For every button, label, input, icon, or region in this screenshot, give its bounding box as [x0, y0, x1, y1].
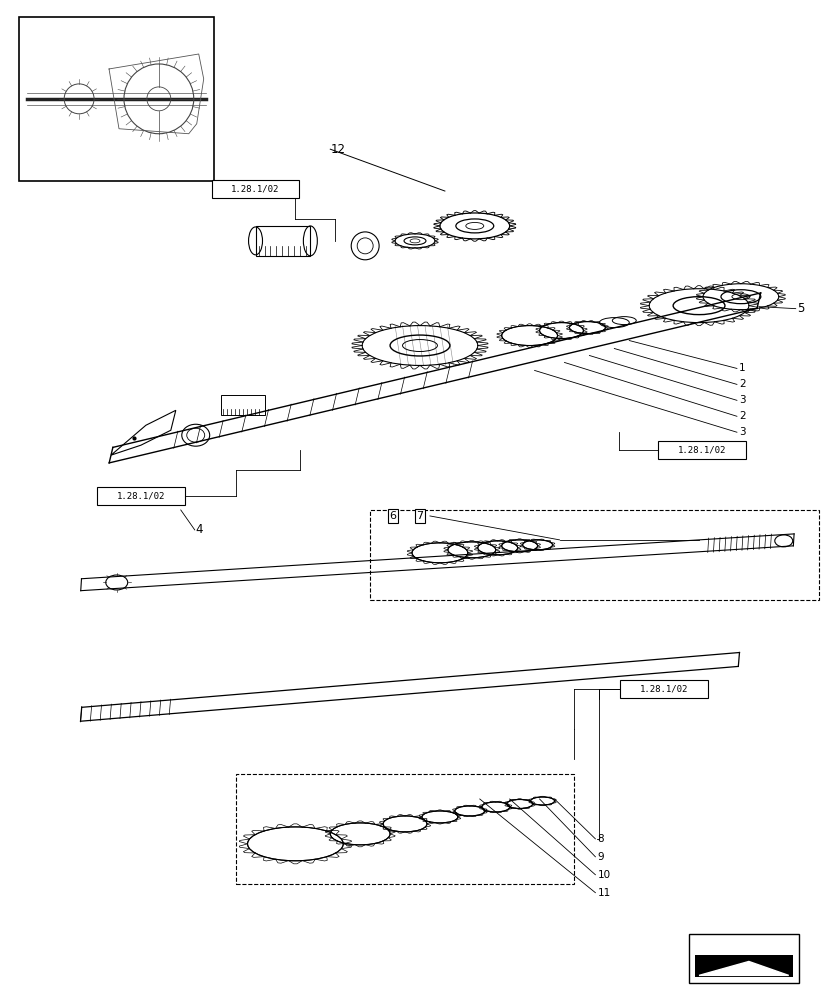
Text: 1.28.1/02: 1.28.1/02	[639, 685, 687, 694]
Text: 10: 10	[596, 870, 609, 880]
Bar	[19, 17, 213, 181]
Bar	[212, 180, 299, 198]
Bar	[619, 680, 707, 698]
Bar	[220, 395, 265, 415]
Text: 2: 2	[738, 379, 744, 389]
Bar	[256, 226, 310, 256]
Bar	[370, 510, 818, 600]
Text: 8: 8	[596, 834, 603, 844]
Text: 1.28.1/02: 1.28.1/02	[231, 185, 280, 194]
Text: 7: 7	[416, 511, 423, 521]
Text: 3: 3	[738, 427, 744, 437]
Bar	[688, 934, 798, 983]
Text: 1.28.1/02: 1.28.1/02	[677, 446, 725, 455]
Bar	[97, 487, 184, 505]
Text: 2: 2	[738, 411, 744, 421]
Text: 4: 4	[195, 523, 203, 536]
Bar	[657, 441, 745, 459]
Text: 3: 3	[738, 395, 744, 405]
Bar	[236, 774, 574, 884]
Text: 1: 1	[738, 363, 744, 373]
Text: 11: 11	[596, 888, 609, 898]
Text: 5: 5	[796, 302, 803, 315]
Text: 1.28.1/02: 1.28.1/02	[117, 492, 165, 501]
Text: 12: 12	[330, 143, 345, 156]
Polygon shape	[698, 961, 788, 975]
Bar	[694, 955, 791, 977]
Text: 9: 9	[596, 852, 603, 862]
Text: 6: 6	[389, 511, 396, 521]
